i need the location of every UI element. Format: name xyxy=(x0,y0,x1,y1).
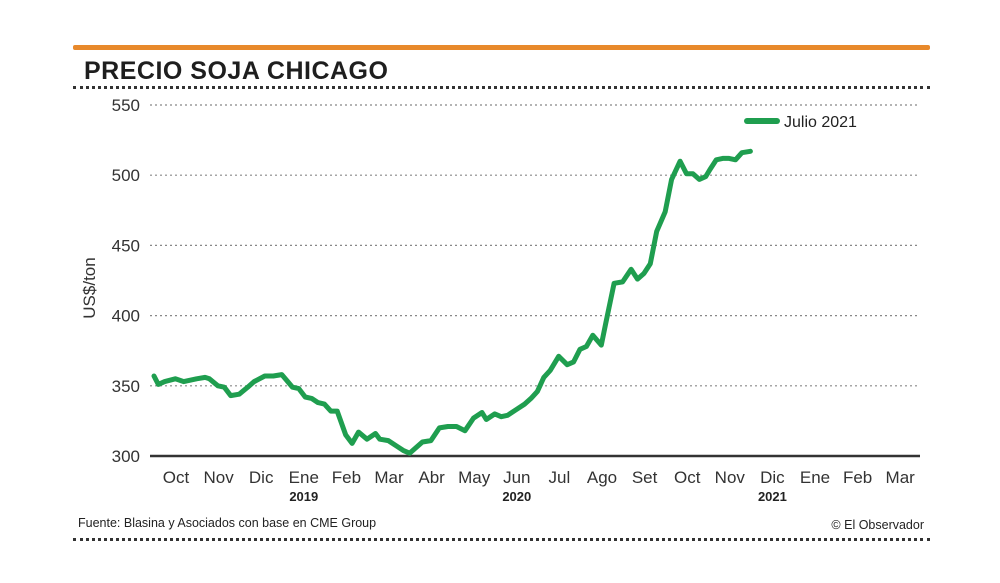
x-tick-label: Abr xyxy=(418,468,445,487)
x-tick-label: Mar xyxy=(886,468,916,487)
legend-label: Julio 2021 xyxy=(784,114,857,131)
year-label: 2021 xyxy=(758,489,787,504)
y-tick-label: 400 xyxy=(112,307,140,326)
y-tick-label: 500 xyxy=(112,166,140,185)
y-tick-label: 350 xyxy=(112,377,140,396)
x-tick-label: Dic xyxy=(760,468,785,487)
x-tick-label: Nov xyxy=(715,468,746,487)
year-label: 2020 xyxy=(502,489,531,504)
x-tick-label: Feb xyxy=(332,468,361,487)
title-divider xyxy=(73,86,930,89)
y-axis-label: US$/ton xyxy=(80,257,99,318)
x-tick-label: Ene xyxy=(800,468,830,487)
source-note: Fuente: Blasina y Asociados con base en … xyxy=(78,516,377,530)
accent-rule xyxy=(73,45,930,50)
y-tick-label: 300 xyxy=(112,447,140,466)
y-tick-label: 450 xyxy=(112,236,140,255)
year-label: 2019 xyxy=(289,489,318,504)
x-tick-label: Nov xyxy=(203,468,234,487)
x-tick-label: Ago xyxy=(587,468,617,487)
x-tick-label: Jun xyxy=(503,468,530,487)
series-line-julio-2021 xyxy=(151,148,753,456)
chart-title: PRECIO SOJA CHICAGO xyxy=(84,57,389,85)
x-tick-label: May xyxy=(458,468,491,487)
y-tick-label: 550 xyxy=(112,96,140,115)
x-tick-label: Ene xyxy=(289,468,319,487)
x-tick-label: Mar xyxy=(374,468,404,487)
x-tick-label: Oct xyxy=(674,468,701,487)
x-tick-label: Feb xyxy=(843,468,872,487)
footer-divider xyxy=(73,538,930,541)
credit-note: © El Observador xyxy=(831,518,924,532)
x-tick-label: Jul xyxy=(549,468,571,487)
x-tick-label: Oct xyxy=(163,468,190,487)
x-tick-label: Dic xyxy=(249,468,274,487)
x-tick-label: Set xyxy=(632,468,658,487)
